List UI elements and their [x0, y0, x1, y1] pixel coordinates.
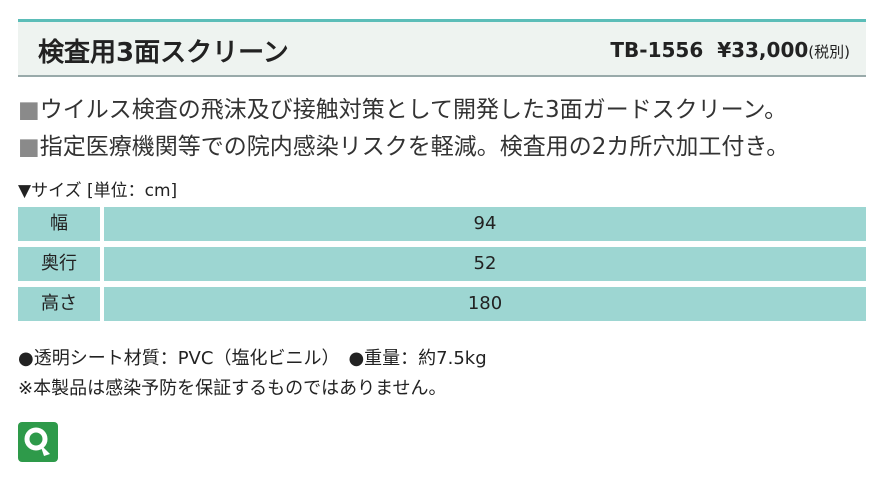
description-line: ■指定医療機関等での院内感染リスクを軽減。検査用の2カ所穴加工付き。	[18, 127, 789, 161]
title: 検査用3面スクリーン	[38, 38, 289, 68]
model-price: TB-1556 ¥33,000(税別)	[610, 38, 850, 62]
row-label: 奥行	[18, 247, 100, 281]
description-text: ウイルス検査の飛沫及び接触対策として開発した3面ガードスクリーン。	[39, 97, 788, 123]
table-row: 奥行 52	[18, 247, 866, 281]
row-label: 高さ	[18, 287, 100, 321]
row-value: 94	[104, 207, 866, 241]
top-rule	[18, 19, 866, 22]
size-heading: ▼サイズ [単位：cm]	[18, 181, 178, 201]
note: ※本製品は感染予防を保証するものではありません。	[18, 378, 447, 399]
bullet: ■	[18, 134, 40, 160]
icon	[18, 422, 58, 462]
description-line: ■ウイルス検査の飛沫及び接触対策として開発した3面ガードスクリーン。	[18, 90, 787, 124]
tax-note: (税別)	[808, 43, 850, 61]
table-row: 高さ 180	[18, 287, 866, 321]
table-row: 幅 94	[18, 207, 866, 241]
note: ●透明シート材質：PVC（塩化ビニル） ●重量：約7.5kg	[18, 348, 487, 369]
row-value: 52	[104, 247, 866, 281]
bullet: ■	[18, 97, 40, 123]
row-label: 幅	[18, 207, 100, 241]
model: TB-1556	[610, 38, 704, 62]
row-value: 180	[104, 287, 866, 321]
header: 検査用3面スクリーン TB-1556 ¥33,000(税別)	[18, 22, 866, 77]
description-text: 指定医療機関等での院内感染リスクを軽減。検査用の2カ所穴加工付き。	[39, 134, 790, 160]
price: ¥33,000	[717, 38, 809, 62]
